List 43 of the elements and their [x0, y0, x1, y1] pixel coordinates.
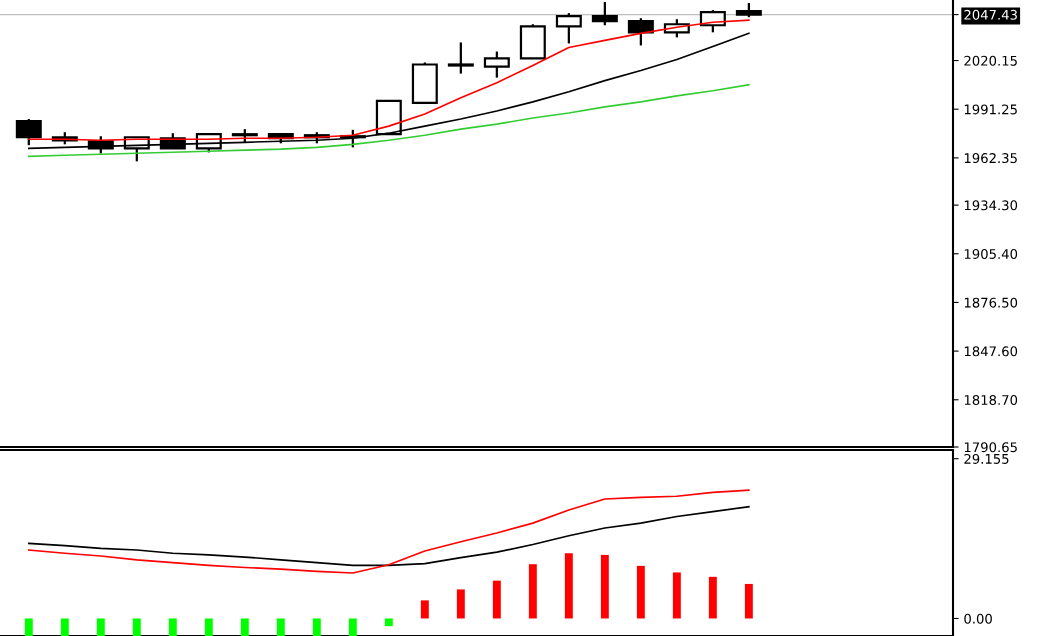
candlestick — [15, 117, 42, 147]
y-tick-label: 1962.35 — [964, 153, 1017, 164]
bar — [744, 583, 753, 619]
bar — [528, 564, 537, 619]
bar — [672, 572, 681, 619]
candlestick — [447, 41, 474, 75]
bar — [240, 618, 249, 636]
bar — [600, 554, 609, 619]
bar — [492, 580, 501, 619]
y-tick-label: 1790.65 — [964, 442, 1017, 453]
bar — [708, 576, 717, 619]
y-tick-label: 2020.15 — [964, 55, 1017, 66]
bar — [348, 618, 357, 636]
y-tick-label: 1905.40 — [964, 248, 1018, 259]
line-series — [27, 32, 750, 150]
candlestick — [483, 50, 510, 79]
line-series — [27, 83, 750, 158]
bar — [636, 565, 645, 619]
y-tick-label: 0.00 — [964, 613, 992, 624]
line-series — [27, 489, 750, 574]
bar — [420, 600, 429, 619]
bar — [132, 618, 141, 636]
bar — [96, 618, 105, 636]
line-series — [27, 505, 750, 567]
bar — [456, 589, 465, 619]
y-tick-label: 1934.30 — [964, 200, 1018, 211]
y-tick-label: 29.155 — [964, 453, 1009, 464]
y-tick-label: 1847.60 — [964, 346, 1018, 357]
bar — [276, 618, 285, 636]
y-tick-label: 2047.43 — [964, 9, 1017, 20]
bar — [24, 618, 33, 636]
bar — [312, 618, 321, 636]
bar — [168, 618, 177, 636]
candlestick — [627, 17, 654, 47]
y-tick-label: 1991.25 — [964, 104, 1017, 115]
candlestick — [555, 12, 582, 45]
candlestick — [591, 0, 618, 27]
bar — [60, 618, 69, 636]
y-tick-label: 1876.50 — [964, 297, 1018, 308]
bar — [204, 618, 213, 636]
bar — [564, 553, 573, 619]
y-tick-label: 1818.70 — [964, 394, 1018, 405]
bar — [384, 618, 393, 627]
